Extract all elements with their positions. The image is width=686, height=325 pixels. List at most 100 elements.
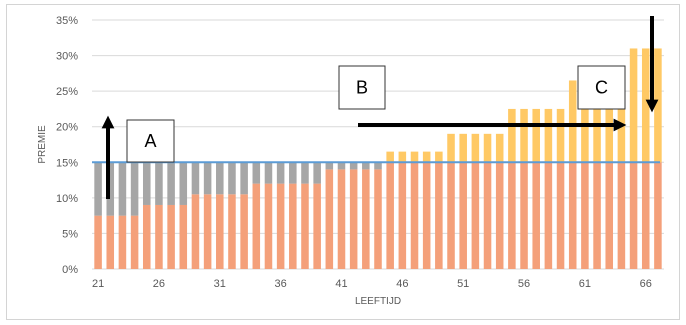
bar-segment-above-flat [629,48,638,163]
bar-segment-above-flat [508,108,516,163]
bar-segment-base [325,169,334,269]
x-tick-label: 66 [640,278,652,290]
bar-segment-base [374,169,382,269]
bar-segment-above-flat [435,151,443,163]
bar-segment-base [386,162,394,269]
bars [94,48,662,269]
annotations: A B C [101,16,659,199]
bar-segment-base [94,215,102,269]
bar-segment-above-flat [532,108,540,163]
annotation-box-b [338,65,386,110]
bar-segment-base [155,204,163,269]
bar-segment-gap-to-flat [276,162,285,184]
bar-segment-base [641,162,650,269]
bar-segment-above-flat [568,80,577,163]
annotation-label: A [144,131,156,151]
bar-segment-gap-to-flat [94,162,102,216]
bar-segment-base [216,194,224,269]
bar-segment-gap-to-flat [130,162,139,216]
bar-segment-base [179,204,188,269]
x-tick-label: 56 [518,278,530,290]
annotation-label: B [356,78,368,98]
x-axis-title: LEEFTIJD [355,296,401,307]
bar-segment-above-flat [593,108,601,163]
bar-segment-base [629,162,638,269]
bar-segment-gap-to-flat [240,162,248,195]
bar-segment-base [228,194,236,269]
bar-segment-gap-to-flat [216,162,224,195]
bar-segment-above-flat [398,151,407,163]
bar-segment-base [483,162,492,269]
bar-segment-base [240,194,248,269]
bar-segment-gap-to-flat [374,162,382,170]
bar-segment-gap-to-flat [142,162,151,205]
x-tick-label: 36 [275,278,287,290]
bar-segment-base [301,183,309,269]
bar-segment-base [520,162,528,269]
bar-segment-base [532,162,540,269]
bar-segment-gap-to-flat [362,162,370,170]
bar-segment-base [654,162,662,269]
bar-segment-above-flat [471,133,480,163]
bar-segment-above-flat [654,48,662,163]
bar-segment-above-flat [459,133,467,163]
bar-segment-base [203,194,212,269]
bar-segment-gap-to-flat [155,162,163,205]
bar-segment-above-flat [386,151,394,163]
bar-segment-base [556,162,565,269]
bar-segment-base [544,162,553,269]
bar-segment-gap-to-flat [325,162,334,170]
x-tick-label: 31 [214,278,226,290]
bar-segment-gap-to-flat [191,162,200,195]
bar-segment-base [422,162,431,269]
x-tick-label: 41 [335,278,347,290]
bar-segment-base [568,162,577,269]
bar-segment-gap-to-flat [337,162,346,170]
y-tick-label: 10% [56,193,78,205]
x-tick-labels: 21 26 31 36 41 46 51 56 61 66 [92,278,652,290]
bar-segment-above-flat [544,108,553,163]
bar-segment-above-flat [641,48,650,163]
annotation-box-a [126,119,175,163]
bar-segment-gap-to-flat [203,162,212,195]
bar-segment-base [581,162,589,269]
bar-segment-base [106,215,115,269]
bar-segment-gap-to-flat [313,162,321,184]
bar-segment-base [142,204,151,269]
annotation-label: C [595,78,608,98]
y-tick-label: 20% [56,122,78,134]
bar-segment-base [167,204,175,269]
bar-segment-base [337,169,346,269]
bar-segment-base [398,162,407,269]
bar-segment-base [264,183,273,269]
bar-segment-above-flat [581,108,589,163]
bar-segment-gap-to-flat [301,162,309,184]
bar-segment-base [435,162,443,269]
y-tick-label: 0% [62,264,78,276]
y-tick-label: 30% [56,51,78,63]
bar-segment-base [447,162,455,269]
bar-segment-gap-to-flat [118,162,127,216]
bar-segment-above-flat [447,133,455,163]
bar-segment-gap-to-flat [252,162,261,184]
bar-segment-base [313,183,321,269]
bar-segment-base [459,162,467,269]
y-tick-labels: 0% 5% 10% 15% 20% 25% 30% 35% [56,15,78,276]
x-tick-label: 46 [396,278,408,290]
bar-segment-gap-to-flat [179,162,188,205]
y-axis-title: PREMIE [37,125,48,164]
bar-segment-gap-to-flat [228,162,236,195]
bar-segment-base [289,183,297,269]
bar-segment-above-flat [605,108,614,163]
bar-segment-gap-to-flat [289,162,297,184]
bar-segment-above-flat [520,108,528,163]
x-tick-label: 51 [457,278,469,290]
x-tick-label: 21 [92,278,104,290]
bar-segment-above-flat [410,151,419,163]
bar-segment-gap-to-flat [264,162,273,184]
bar-segment-above-flat [556,108,565,163]
bar-segment-base [130,215,139,269]
bar-segment-base [349,169,358,269]
bar-segment-base [276,183,285,269]
